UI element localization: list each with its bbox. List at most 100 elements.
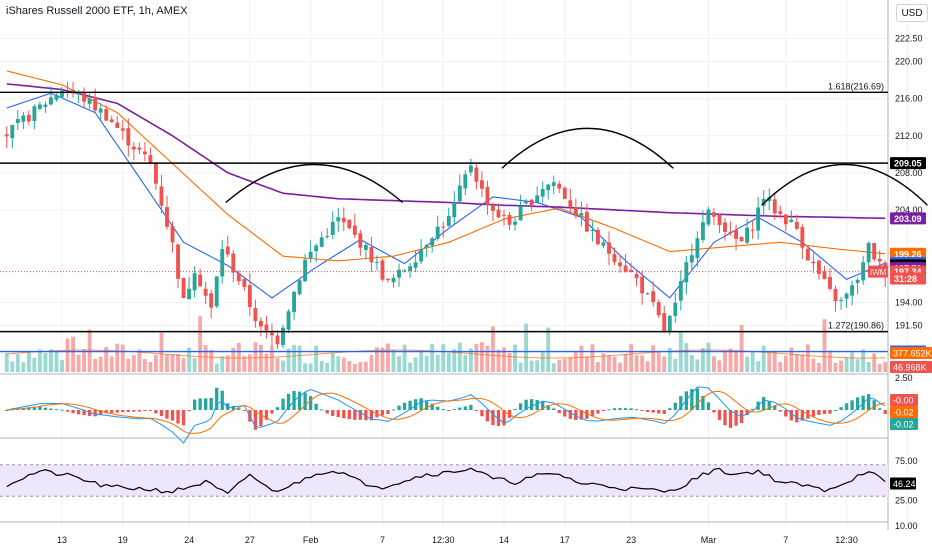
macd-bar (474, 410, 479, 411)
candle-body (15, 118, 20, 123)
candle-body (756, 207, 761, 231)
candle-body (535, 195, 540, 203)
macd-bar (148, 410, 153, 411)
macd-bar (5, 410, 9, 411)
candle-body (275, 335, 280, 345)
candle-body (170, 226, 175, 243)
candle-body (352, 225, 357, 235)
candle-body (833, 288, 838, 302)
volume-bar (270, 346, 274, 372)
macd-bar (192, 399, 197, 410)
volume-bar (154, 354, 158, 372)
candle-body (667, 315, 672, 333)
macd-bar (750, 408, 755, 410)
volume-bar (689, 354, 694, 372)
candle-body (822, 271, 827, 280)
volume-bar (358, 362, 363, 372)
macd-bar (386, 410, 390, 415)
time-axis-label: 12:30 (432, 535, 455, 545)
macd-bar (563, 410, 567, 417)
candle-body (584, 212, 589, 232)
macd-bar (773, 405, 777, 410)
volume-bar (32, 357, 37, 372)
volume-bar (4, 353, 9, 372)
macd-bar (430, 403, 434, 410)
macd-bar (469, 404, 473, 410)
candle-body (800, 227, 805, 248)
macd-bar (436, 406, 440, 410)
macd-bar (187, 410, 191, 412)
volume-bar (783, 355, 788, 372)
volume-bar (303, 363, 308, 372)
macd-bar (121, 410, 125, 413)
volume-tag (890, 347, 932, 359)
volume-bar (419, 350, 424, 372)
macd-bar (800, 410, 805, 421)
candle-body (640, 276, 645, 294)
volume-bar (573, 350, 578, 372)
candle-body (491, 204, 495, 211)
candle-body (159, 186, 164, 206)
candle-body (662, 313, 667, 332)
macd-bar (485, 410, 490, 422)
candle-body (607, 242, 611, 254)
candle-body (225, 246, 230, 255)
candle-body (375, 261, 379, 263)
candle-body (861, 262, 866, 281)
volume-bar (883, 361, 888, 372)
candle-body (93, 96, 98, 111)
macd-bar (82, 410, 86, 416)
candle-body (286, 311, 291, 330)
time-axis-label: 24 (184, 535, 194, 545)
moving-average-line-2 (6, 70, 886, 262)
volume-bar (181, 358, 186, 372)
volume-bar (391, 349, 396, 372)
macd-bar (425, 401, 429, 410)
candle-body (308, 251, 313, 258)
volume-bar (601, 353, 606, 372)
macd-bar (867, 394, 871, 410)
candle-body (104, 109, 109, 121)
candle-body (297, 280, 302, 295)
volume-bar (325, 362, 330, 372)
macd-bar (104, 410, 108, 414)
candle-body (562, 187, 567, 199)
volume-bar (529, 360, 534, 372)
volume-bar (789, 347, 794, 372)
candle-body (292, 291, 296, 313)
candle-body (573, 207, 578, 216)
volume-bar (596, 362, 600, 372)
volume-bar (98, 356, 103, 372)
volume-bar (397, 356, 401, 372)
volume-bar (485, 345, 490, 372)
currency-button[interactable]: USD (896, 4, 928, 22)
candle-body (474, 167, 479, 182)
macd-bar (585, 410, 589, 419)
time-axis-label: 19 (118, 535, 128, 545)
volume-bar (474, 343, 479, 372)
candle-body (485, 186, 490, 206)
macd-bar (281, 398, 285, 410)
macd-bar (878, 408, 882, 410)
candle-body (43, 104, 48, 108)
macd-bar (364, 410, 368, 421)
candle-body (629, 269, 634, 273)
volume-bar (778, 362, 783, 372)
candle-body (513, 221, 517, 225)
volume-bar (314, 345, 319, 372)
volume-bar (463, 354, 468, 372)
price-axis-label: 222.50 (895, 34, 923, 44)
volume-bar (491, 326, 495, 372)
macd-bar (844, 403, 849, 410)
volume-bar (607, 355, 611, 372)
price-tag-label: 199.26 (894, 249, 922, 259)
macd-bar (596, 410, 600, 414)
candle-body (115, 122, 120, 128)
candle-body (242, 278, 247, 287)
macd-tag (890, 418, 918, 430)
macd-bar (701, 395, 705, 410)
macd-bar (629, 408, 633, 410)
price-tag (890, 212, 926, 225)
volume-bar (861, 349, 866, 372)
